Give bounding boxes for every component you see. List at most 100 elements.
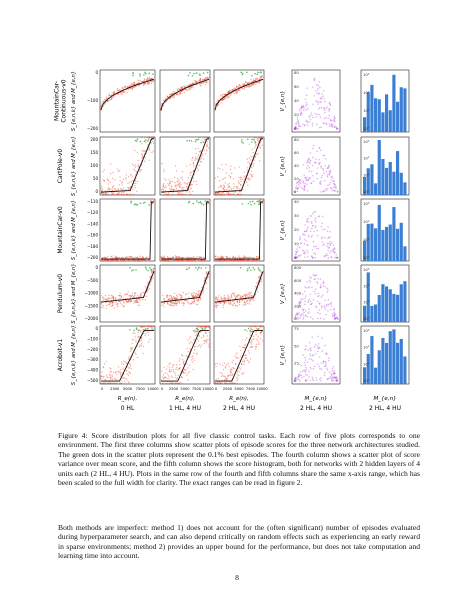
score-point	[233, 367, 236, 370]
score-point	[128, 382, 130, 384]
score-point	[127, 371, 130, 373]
score-point	[173, 305, 176, 307]
score-point	[173, 298, 176, 300]
score-point	[120, 296, 123, 298]
score-point	[181, 259, 184, 262]
variance-point	[335, 128, 338, 130]
variance-point	[330, 176, 332, 178]
score-point	[180, 300, 182, 302]
score-point	[215, 255, 217, 257]
score-point	[149, 81, 151, 83]
variance-point	[324, 165, 327, 167]
score-point	[112, 378, 114, 381]
score-point	[208, 345, 210, 348]
score-point	[141, 325, 143, 328]
variance-point	[306, 255, 309, 258]
x-tick-label: 10000	[202, 387, 214, 391]
variance-point	[329, 308, 332, 311]
score-point	[261, 76, 263, 79]
score-point	[168, 295, 170, 297]
score-point	[131, 256, 134, 259]
score-point	[127, 257, 129, 259]
score-point	[243, 298, 245, 301]
best-point	[195, 138, 198, 141]
score-point	[112, 171, 114, 174]
variance-point	[319, 367, 321, 370]
variance-point	[305, 380, 307, 382]
score-point	[119, 372, 122, 374]
score-point	[161, 370, 163, 372]
y-axis-label: V_{e,n}	[280, 220, 286, 241]
variance-point	[304, 256, 306, 259]
variance-y-tick-label: 80	[294, 137, 299, 142]
score-point	[162, 294, 164, 297]
variance-point	[305, 176, 307, 179]
score-point	[139, 340, 141, 343]
score-point	[152, 328, 154, 330]
y-tick-label: −100	[87, 98, 98, 103]
variance-point	[320, 368, 323, 370]
score-point	[139, 79, 141, 82]
score-point	[191, 356, 193, 358]
score-point	[175, 304, 178, 307]
score-point	[152, 269, 154, 271]
score-point	[256, 291, 259, 293]
score-point	[256, 257, 258, 259]
y-tick-label: 0	[95, 70, 98, 75]
variance-point	[311, 257, 314, 259]
score-point	[178, 192, 180, 194]
score-point	[122, 91, 124, 93]
score-point	[252, 156, 254, 158]
histogram-bar	[363, 305, 367, 322]
score-point	[227, 259, 230, 262]
score-point	[164, 257, 166, 259]
score-point	[222, 304, 224, 306]
variance-point	[317, 335, 319, 338]
score-point	[203, 280, 205, 283]
best-point	[254, 72, 256, 75]
variance-point	[333, 308, 335, 311]
y-tick-label: 100	[90, 163, 98, 168]
variance-point	[320, 176, 323, 179]
best-point	[198, 73, 201, 76]
score-point	[132, 86, 135, 89]
variance-point	[314, 219, 316, 221]
score-point	[109, 297, 111, 300]
score-point	[135, 171, 137, 173]
score-point	[182, 85, 184, 87]
score-point	[236, 382, 239, 385]
best-point	[242, 142, 245, 144]
best-point	[148, 72, 150, 75]
score-point	[225, 163, 228, 166]
score-point	[178, 259, 180, 262]
variance-point	[330, 301, 333, 304]
score-point	[130, 296, 132, 298]
variance-point	[323, 281, 325, 284]
variance-point	[332, 186, 335, 188]
plot-frame	[99, 198, 156, 262]
variance-point	[298, 124, 300, 127]
score-point	[164, 178, 166, 180]
variance-point	[318, 347, 320, 349]
best-point	[195, 330, 197, 333]
hist-y-tick-label: 10²	[363, 283, 370, 288]
variance-point	[320, 225, 323, 228]
variance-point	[328, 303, 331, 305]
variance-point	[316, 281, 318, 283]
variance-point	[301, 112, 303, 115]
score-point	[142, 352, 144, 355]
score-point	[221, 364, 224, 366]
score-point	[181, 178, 184, 181]
variance-point	[296, 312, 298, 315]
mean-curve	[100, 271, 155, 303]
variance-point	[336, 190, 339, 193]
score-point	[227, 302, 230, 304]
score-point	[203, 259, 206, 262]
score-point	[202, 292, 204, 294]
score-point	[205, 342, 208, 344]
variance-point	[305, 287, 307, 289]
histogram-bar	[377, 139, 381, 195]
histogram-bar	[374, 228, 378, 261]
score-point	[255, 136, 257, 139]
score-point	[127, 358, 130, 360]
